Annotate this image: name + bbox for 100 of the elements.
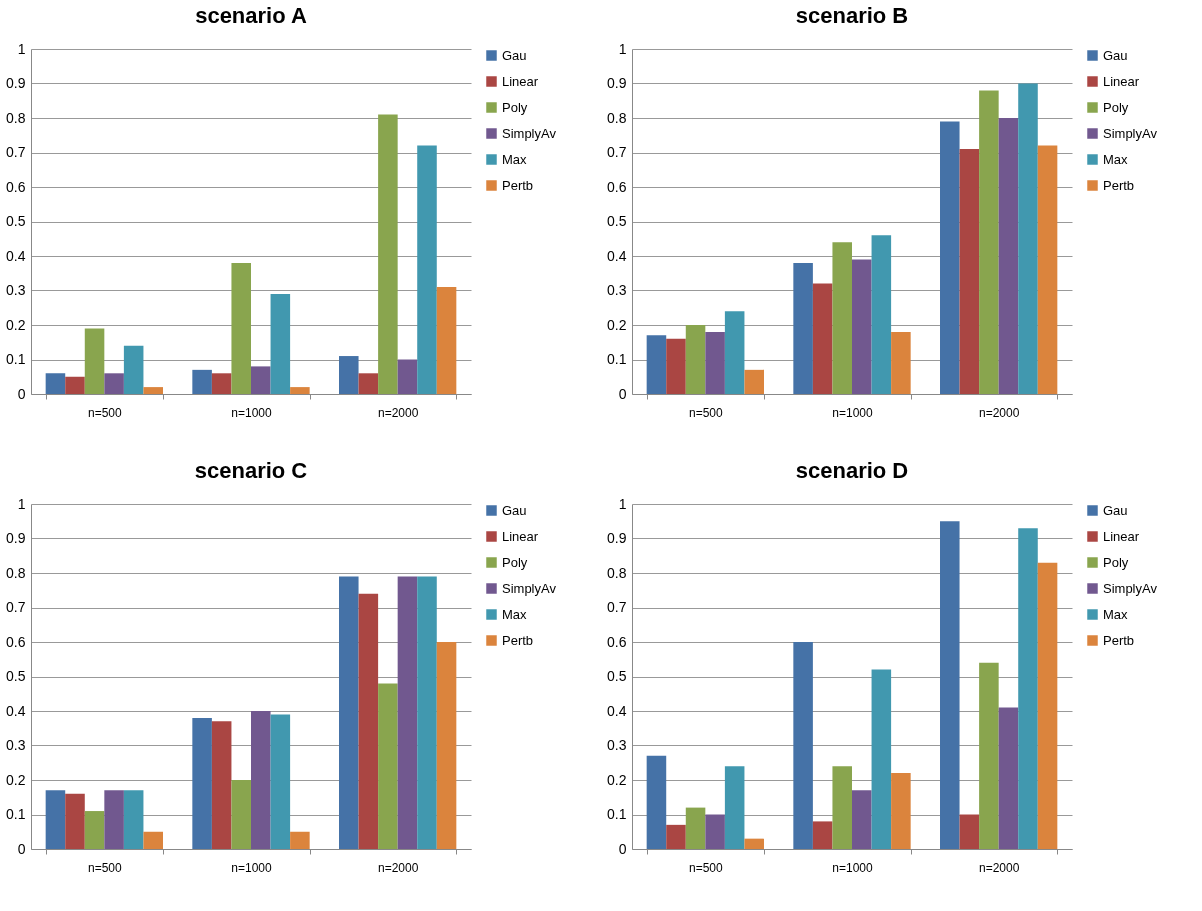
bar <box>45 373 66 394</box>
x-tick-label: n=500 <box>87 405 123 420</box>
bar <box>211 373 232 394</box>
y-tick-label: 0.9 <box>607 75 627 91</box>
legend-label: Linear <box>1103 528 1140 544</box>
bar <box>192 369 212 394</box>
bar <box>871 669 892 849</box>
bar <box>724 766 745 849</box>
x-tick-label: n=500 <box>87 860 123 875</box>
y-tick-label: 0.1 <box>6 806 26 822</box>
bar <box>998 707 1019 849</box>
bar <box>891 331 911 394</box>
legend-label: Gau <box>502 502 527 518</box>
y-tick-label: 0.2 <box>607 316 627 333</box>
bar <box>65 376 85 394</box>
y-tick-label: 0.3 <box>607 737 627 753</box>
y-tick-label: 0.4 <box>607 702 627 719</box>
bar <box>123 345 144 394</box>
legend-label: SimplyAv <box>502 580 557 596</box>
bar <box>290 831 310 849</box>
bar <box>378 683 398 849</box>
legend-label: Max <box>502 151 528 167</box>
bar <box>84 811 105 849</box>
bar <box>270 293 291 394</box>
y-tick-label: 0.1 <box>607 351 627 367</box>
x-tick-label: n=2000 <box>978 405 1020 420</box>
bar <box>84 328 105 394</box>
bar <box>793 262 813 394</box>
y-tick-label: 0.7 <box>6 144 26 160</box>
bar <box>436 287 457 394</box>
bar <box>832 242 852 394</box>
bar <box>852 259 872 394</box>
y-tick-label: 0.4 <box>6 247 26 264</box>
bar <box>705 331 725 394</box>
bar <box>143 831 163 849</box>
x-tick-label: n=2000 <box>377 860 419 875</box>
bar <box>685 325 706 394</box>
y-tick-label: 0.5 <box>6 213 26 229</box>
legend-label: Max <box>502 606 528 622</box>
chart-title: scenario A <box>195 3 307 28</box>
bar <box>998 118 1019 394</box>
bar <box>812 283 833 394</box>
legend-label: Pertb <box>1103 632 1135 648</box>
legend-label: Gau <box>1103 502 1128 518</box>
y-tick-label: 0.2 <box>607 771 627 788</box>
bar <box>1037 145 1058 394</box>
bar <box>45 790 66 849</box>
y-tick-label: 1 <box>618 495 627 512</box>
x-tick-label: n=1000 <box>231 405 273 420</box>
bar <box>104 373 124 394</box>
y-tick-label: 0 <box>618 385 627 402</box>
legend-label: Pertb <box>1103 177 1135 193</box>
bar <box>123 790 144 849</box>
y-tick-label: 0.7 <box>6 599 26 615</box>
bar <box>251 366 271 394</box>
y-tick-label: 0.6 <box>6 633 26 650</box>
y-tick-label: 0.8 <box>607 109 627 126</box>
y-tick-label: 0.3 <box>6 282 26 298</box>
x-tick-label: n=500 <box>688 405 724 420</box>
bar <box>358 593 379 849</box>
bar <box>812 821 833 849</box>
legend-label: Gau <box>1103 47 1128 63</box>
bar <box>646 335 667 394</box>
bar <box>339 356 359 394</box>
legend-label: SimplyAv <box>1103 580 1158 596</box>
bar <box>65 793 85 849</box>
bar <box>104 790 124 849</box>
y-tick-label: 0.2 <box>6 316 26 333</box>
legend-label: Linear <box>502 73 539 89</box>
y-tick-label: 0.5 <box>607 213 627 229</box>
x-tick-label: n=2000 <box>978 860 1020 875</box>
bar <box>832 766 852 849</box>
bar <box>666 338 686 394</box>
y-tick-label: 0.8 <box>6 109 26 126</box>
y-tick-label: 0.6 <box>607 178 627 195</box>
legend-label: Gau <box>502 47 527 63</box>
bar <box>192 717 212 849</box>
y-tick-label: 0.6 <box>607 633 627 650</box>
y-tick-label: 0.5 <box>607 668 627 684</box>
bar <box>1037 562 1058 849</box>
bar <box>231 780 251 849</box>
bar <box>339 576 359 849</box>
bar <box>290 387 310 394</box>
bar <box>143 387 163 394</box>
y-tick-label: 0.9 <box>6 75 26 91</box>
bar <box>685 807 706 849</box>
x-tick-label: n=500 <box>688 860 724 875</box>
bar <box>436 642 457 849</box>
bar <box>358 373 379 394</box>
y-tick-label: 0.3 <box>607 282 627 298</box>
bar <box>940 121 960 394</box>
bar <box>251 711 271 849</box>
bar <box>397 359 418 394</box>
y-tick-label: 1 <box>17 40 26 57</box>
x-tick-label: n=1000 <box>832 405 874 420</box>
chart-title: scenario B <box>795 3 909 28</box>
legend-label: Poly <box>1103 99 1129 115</box>
x-tick-label: n=1000 <box>231 860 273 875</box>
y-tick-label: 0.3 <box>6 737 26 753</box>
y-tick-label: 0.8 <box>6 564 26 581</box>
